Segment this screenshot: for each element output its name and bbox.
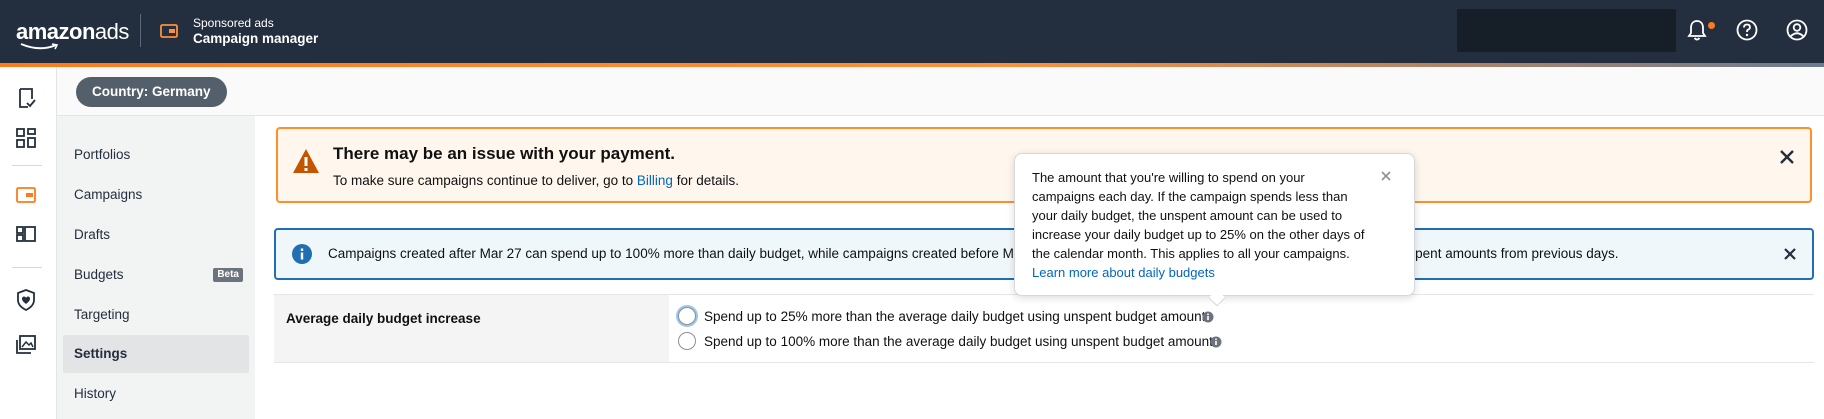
- logo-smile-icon: [20, 43, 59, 50]
- left-icon-rail: [0, 67, 57, 419]
- header-divider: [140, 14, 141, 47]
- top-bar: amazonads Sponsored ads Campaign manager: [0, 0, 1824, 63]
- setting-label: Average daily budget increase: [286, 311, 481, 326]
- media-icon[interactable]: [14, 222, 38, 246]
- info-alert-text: Campaigns created after Mar 27 can spend…: [328, 246, 1619, 261]
- subnav-item-targeting[interactable]: Targeting: [63, 296, 249, 334]
- gallery-icon[interactable]: [14, 333, 38, 357]
- settings-subnav: Portfolios Campaigns Drafts Budgets Beta …: [57, 116, 255, 419]
- app-subtitle: Sponsored ads: [193, 16, 274, 30]
- payment-alert-text: To make sure campaigns continue to deliv…: [333, 173, 739, 188]
- campaign-manager-icon[interactable]: [14, 183, 38, 207]
- subnav-item-label: Campaigns: [74, 187, 143, 202]
- radio-100-percent[interactable]: [678, 332, 696, 350]
- warning-icon: [293, 149, 319, 173]
- subnav-item-label: Drafts: [74, 227, 111, 242]
- top-bar-accent-line: [0, 63, 1824, 67]
- setting-label-cell: Average daily budget increase: [274, 295, 669, 362]
- app-title[interactable]: Campaign manager: [193, 31, 319, 46]
- close-icon[interactable]: [1380, 170, 1392, 182]
- billing-link[interactable]: Billing: [636, 173, 673, 188]
- option-label: Spend up to 100% more than the average d…: [704, 334, 1220, 349]
- subnav-item-label: History: [74, 386, 117, 401]
- subnav-item-history[interactable]: History: [63, 375, 249, 413]
- rail-separator: [12, 165, 42, 166]
- info-icon[interactable]: [1210, 336, 1222, 348]
- subnav-item-settings[interactable]: Settings: [63, 335, 249, 373]
- info-icon[interactable]: [1202, 311, 1214, 323]
- daily-budget-popover: The amount that you're willing to spend …: [1014, 153, 1415, 307]
- rail-separator: [12, 267, 42, 268]
- subnav-item-campaigns[interactable]: Campaigns: [63, 176, 249, 214]
- close-icon[interactable]: [1782, 246, 1798, 262]
- subnav-item-budgets[interactable]: Budgets Beta: [63, 256, 249, 294]
- subnav-item-portfolios[interactable]: Portfolios: [63, 136, 249, 174]
- dashboard-icon[interactable]: [14, 126, 38, 150]
- budget-setting-row: Average daily budget increase Spend up t…: [274, 294, 1814, 363]
- radio-25-percent[interactable]: [678, 307, 696, 325]
- payment-alert-title: There may be an issue with your payment.: [333, 144, 675, 163]
- help-icon[interactable]: [1736, 19, 1758, 41]
- amazon-ads-logo[interactable]: amazonads: [16, 19, 129, 44]
- popover-text: The amount that you're willing to spend …: [1032, 170, 1365, 280]
- user-account-icon[interactable]: [1786, 19, 1808, 41]
- beta-badge: Beta: [213, 268, 243, 282]
- subnav-item-label: Budgets: [74, 267, 124, 282]
- country-bar: Country: Germany: [57, 67, 1824, 116]
- checklist-icon[interactable]: [14, 86, 38, 110]
- option-label: Spend up to 25% more than the average da…: [704, 309, 1213, 324]
- subnav-item-drafts[interactable]: Drafts: [63, 216, 249, 254]
- account-selector[interactable]: [1457, 9, 1676, 52]
- notification-dot: [1708, 22, 1715, 29]
- close-icon[interactable]: [1778, 148, 1796, 166]
- info-icon: [292, 244, 312, 264]
- notification-bell-icon[interactable]: [1686, 19, 1708, 41]
- campaign-manager-app-icon: [160, 24, 178, 38]
- subnav-item-label: Settings: [74, 346, 128, 361]
- subnav-item-label: Portfolios: [74, 147, 131, 162]
- subnav-item-label: Targeting: [74, 307, 130, 322]
- country-selector-button[interactable]: Country: Germany: [76, 77, 227, 107]
- learn-more-link[interactable]: Learn more about daily budgets: [1032, 265, 1215, 280]
- shield-icon[interactable]: [14, 288, 38, 312]
